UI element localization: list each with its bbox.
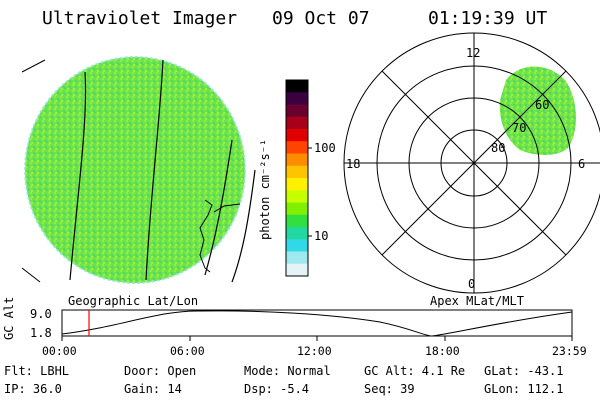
seq-info: Seq: 39: [364, 382, 415, 396]
colorbar-segment: [286, 178, 308, 191]
colorbar-segment: [286, 141, 308, 154]
geographic-image: [21, 56, 256, 284]
colorbar-label: photon cm⁻²s⁻¹: [258, 138, 272, 240]
colorbar-segment: [286, 190, 308, 203]
time-label: 01:19:39 UT: [428, 8, 548, 29]
colorbar-segment: [286, 202, 308, 216]
colorbar-tick-10: 10: [314, 229, 329, 243]
gain-info: Gain: 14: [124, 382, 182, 396]
xtick-2359: 23:59: [552, 344, 587, 358]
date-label: 09 Oct 07: [272, 8, 370, 29]
mlt-label-0: 0: [468, 277, 476, 291]
colorbar-segment: [286, 80, 308, 93]
polar-plot: [343, 32, 600, 294]
color-bar: [285, 79, 312, 277]
colorbar-segment: [286, 214, 308, 228]
dsp-info: Dsp: -5.4: [244, 382, 310, 396]
colorbar-segment: [286, 129, 308, 142]
coastline: [199, 199, 213, 273]
colorbar-segment: [286, 227, 308, 240]
longitude-line: [145, 59, 164, 281]
gcalt-info: GC Alt: 4.1 Re: [364, 364, 466, 378]
door-info: Door: Open: [124, 364, 197, 378]
mlt-label-6: 6: [578, 157, 586, 171]
longitude-line: [204, 139, 233, 276]
xtick-0600: 06:00: [170, 344, 205, 358]
lat-label-60: 60: [535, 98, 550, 112]
altitude-ytick-max: 9.0: [30, 307, 52, 321]
lat-label-80: 80: [491, 141, 506, 155]
colorbar-segment: [286, 153, 308, 167]
colorbar-frame: [285, 79, 309, 277]
apex-caption: Apex MLat/MLT: [430, 294, 524, 308]
xtick-1800: 18:00: [425, 344, 460, 358]
filter-info: Flt: LBHL: [4, 364, 70, 378]
mode-info: Mode: Normal: [244, 364, 331, 378]
altitude-curve: [61, 310, 573, 337]
coastline: [213, 203, 241, 213]
limb-mark: [21, 59, 46, 73]
auroral-oval: [499, 66, 576, 155]
colorbar-segment: [286, 239, 308, 252]
longitude-line: [231, 169, 256, 283]
colorbar-segment: [286, 263, 308, 277]
mlt-label-18: 18: [346, 157, 361, 171]
limb-mark: [21, 267, 41, 283]
colorbar-tick-100: 100: [314, 141, 336, 155]
longitude-line: [69, 71, 87, 281]
altitude-plot: [61, 309, 573, 341]
mlt-label-12: 12: [466, 46, 481, 60]
glon-info: GLon: 112.1: [484, 382, 564, 396]
colorbar-segment: [286, 104, 308, 118]
altitude-ylabel: GC Alt: [2, 296, 16, 340]
ip-info: IP: 36.0: [4, 382, 62, 396]
lat-label-70: 70: [512, 121, 527, 135]
altitude-ytick-min: 1.8: [30, 326, 52, 340]
colorbar-segment: [286, 251, 308, 265]
colorbar-segment: [286, 116, 308, 130]
xtick-1200: 12:00: [297, 344, 332, 358]
colorbar-segment: [286, 165, 308, 179]
xtick-0000: 00:00: [42, 344, 77, 358]
instrument-title: Ultraviolet Imager: [42, 8, 238, 29]
glat-info: GLat: -43.1: [484, 364, 564, 378]
colorbar-segment: [286, 92, 308, 105]
geographic-caption: Geographic Lat/Lon: [68, 294, 199, 308]
